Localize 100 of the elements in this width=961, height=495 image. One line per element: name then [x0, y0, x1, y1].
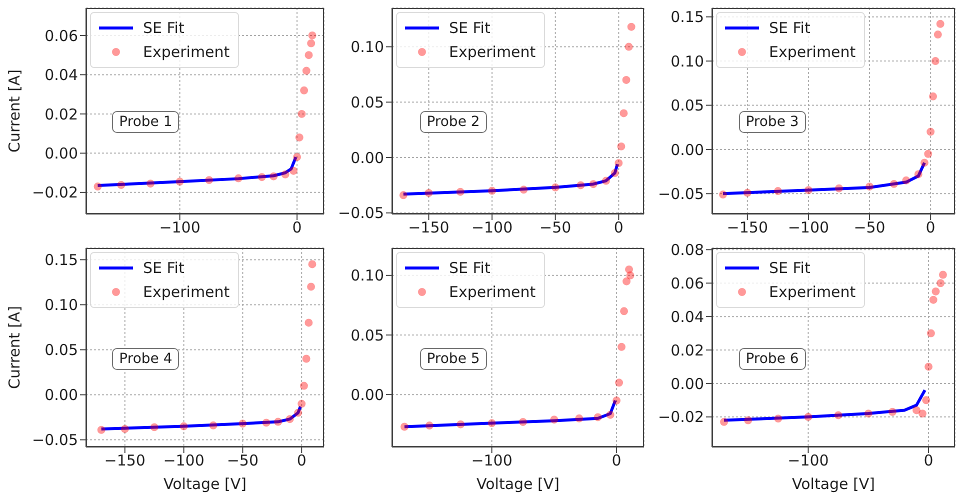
point	[425, 422, 434, 430]
point	[624, 42, 633, 51]
annotation: Probe 6	[738, 348, 806, 370]
point	[626, 271, 634, 280]
point	[94, 182, 102, 191]
point	[890, 180, 898, 188]
y-tick-label: 0.06	[670, 274, 704, 292]
point	[719, 190, 727, 199]
point	[281, 170, 290, 178]
point	[294, 408, 302, 417]
x-tick-label: 0	[926, 218, 936, 237]
x-tick-label: −100	[788, 218, 830, 237]
point	[720, 418, 728, 426]
point	[262, 418, 270, 427]
x-tick-label: 0	[612, 452, 622, 470]
point	[744, 416, 752, 424]
y-tick-label: 0.04	[44, 66, 78, 84]
point	[912, 406, 920, 414]
point	[932, 288, 940, 296]
x-tick-label: −50	[226, 452, 259, 470]
point	[594, 413, 602, 422]
annotation: Probe 3	[738, 111, 806, 133]
point	[922, 396, 930, 404]
point	[308, 260, 316, 268]
x-axis-title: Voltage [V]	[164, 475, 246, 493]
point	[614, 159, 623, 168]
point	[488, 419, 496, 428]
y-tick-label: 0.10	[350, 38, 384, 56]
point	[602, 176, 610, 185]
point	[180, 422, 188, 430]
point	[300, 382, 308, 390]
legend-label: Experiment	[143, 43, 230, 61]
point	[622, 277, 631, 286]
x-tick-label: −100	[471, 452, 512, 470]
point	[617, 142, 626, 150]
y-tick-label: 0.00	[350, 148, 384, 167]
annotation: Probe 2	[420, 111, 487, 133]
y-tick-label: 0.15	[670, 8, 704, 26]
point	[929, 92, 938, 100]
y-tick-label: −0.02	[658, 408, 704, 426]
point	[270, 172, 278, 180]
point	[866, 182, 874, 191]
legend-label: SE Fit	[769, 19, 810, 37]
point	[926, 329, 935, 338]
x-tick-label: −100	[159, 218, 200, 237]
legend-label: Experiment	[769, 283, 856, 301]
x-axis-title: Voltage [V]	[476, 475, 560, 493]
legend-label: SE Fit	[143, 19, 184, 37]
point	[551, 183, 560, 192]
point	[298, 110, 306, 118]
point	[97, 426, 106, 434]
y-tick-label: 0.05	[350, 93, 384, 112]
point	[307, 39, 316, 48]
legend-label: SE Fit	[449, 259, 490, 277]
point	[293, 153, 302, 162]
point	[934, 30, 942, 39]
point	[804, 412, 812, 421]
point	[627, 22, 636, 31]
y-tick-label: −0.02	[32, 184, 78, 202]
point	[620, 109, 628, 118]
point	[804, 186, 812, 194]
point	[304, 318, 313, 327]
point	[238, 420, 247, 428]
point	[918, 410, 927, 418]
x-tick-label: −100	[163, 452, 204, 470]
point	[864, 410, 872, 418]
point	[575, 414, 584, 422]
y-tick-label: 0.10	[350, 266, 384, 285]
legend-label: Experiment	[769, 43, 856, 61]
point	[620, 307, 628, 316]
point	[743, 188, 752, 197]
x-tick-label: −100	[788, 452, 829, 470]
y-axis-title: Current [A]	[5, 306, 24, 390]
point	[929, 296, 938, 304]
point	[295, 134, 304, 142]
y-tick-label: 0.06	[44, 26, 78, 45]
x-tick-label: −150	[408, 218, 450, 237]
y-tick-label: 0.10	[670, 52, 704, 70]
point	[520, 186, 528, 194]
x-tick-label: −100	[471, 218, 513, 237]
point	[286, 415, 294, 424]
point	[610, 169, 619, 178]
x-tick-label: 0	[292, 218, 302, 237]
x-tick-label: −50	[854, 218, 886, 237]
point	[176, 178, 184, 186]
point	[774, 187, 782, 195]
point	[924, 362, 933, 371]
point	[931, 57, 940, 66]
y-tick-label: 0.02	[44, 105, 78, 124]
legend-label: Experiment	[143, 283, 230, 301]
y-tick-label: 0.00	[44, 386, 78, 404]
point	[308, 31, 316, 40]
point	[258, 173, 266, 182]
y-tick-label: 0.00	[670, 374, 704, 393]
point	[936, 279, 945, 288]
point	[300, 86, 308, 94]
point	[117, 180, 126, 189]
x-tick-label: −150	[726, 218, 768, 237]
legend-label: SE Fit	[143, 259, 184, 277]
x-tick-label: −50	[540, 218, 572, 237]
